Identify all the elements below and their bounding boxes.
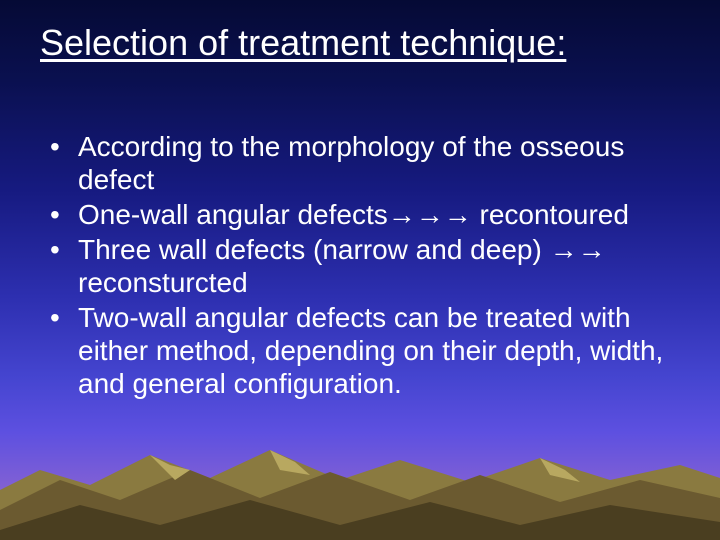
bullet-text: Three wall defects (narrow and deep) →→ … (78, 234, 606, 298)
slide-title: Selection of treatment technique: (40, 22, 680, 64)
bullet-text: One-wall angular defects→→→ recontoured (78, 199, 629, 230)
list-item: According to the morphology of the osseo… (48, 130, 672, 196)
list-item: Three wall defects (narrow and deep) →→ … (48, 233, 672, 299)
bullet-list: According to the morphology of the osseo… (48, 130, 672, 400)
slide: Selection of treatment technique: Accord… (0, 0, 720, 540)
list-item: Two-wall angular defects can be treated … (48, 301, 672, 400)
slide-body: According to the morphology of the osseo… (48, 130, 672, 402)
bullet-text: According to the morphology of the osseo… (78, 131, 624, 195)
list-item: One-wall angular defects→→→ recontoured (48, 198, 672, 231)
bullet-text: Two-wall angular defects can be treated … (78, 302, 663, 399)
mountains-decoration (0, 420, 720, 540)
